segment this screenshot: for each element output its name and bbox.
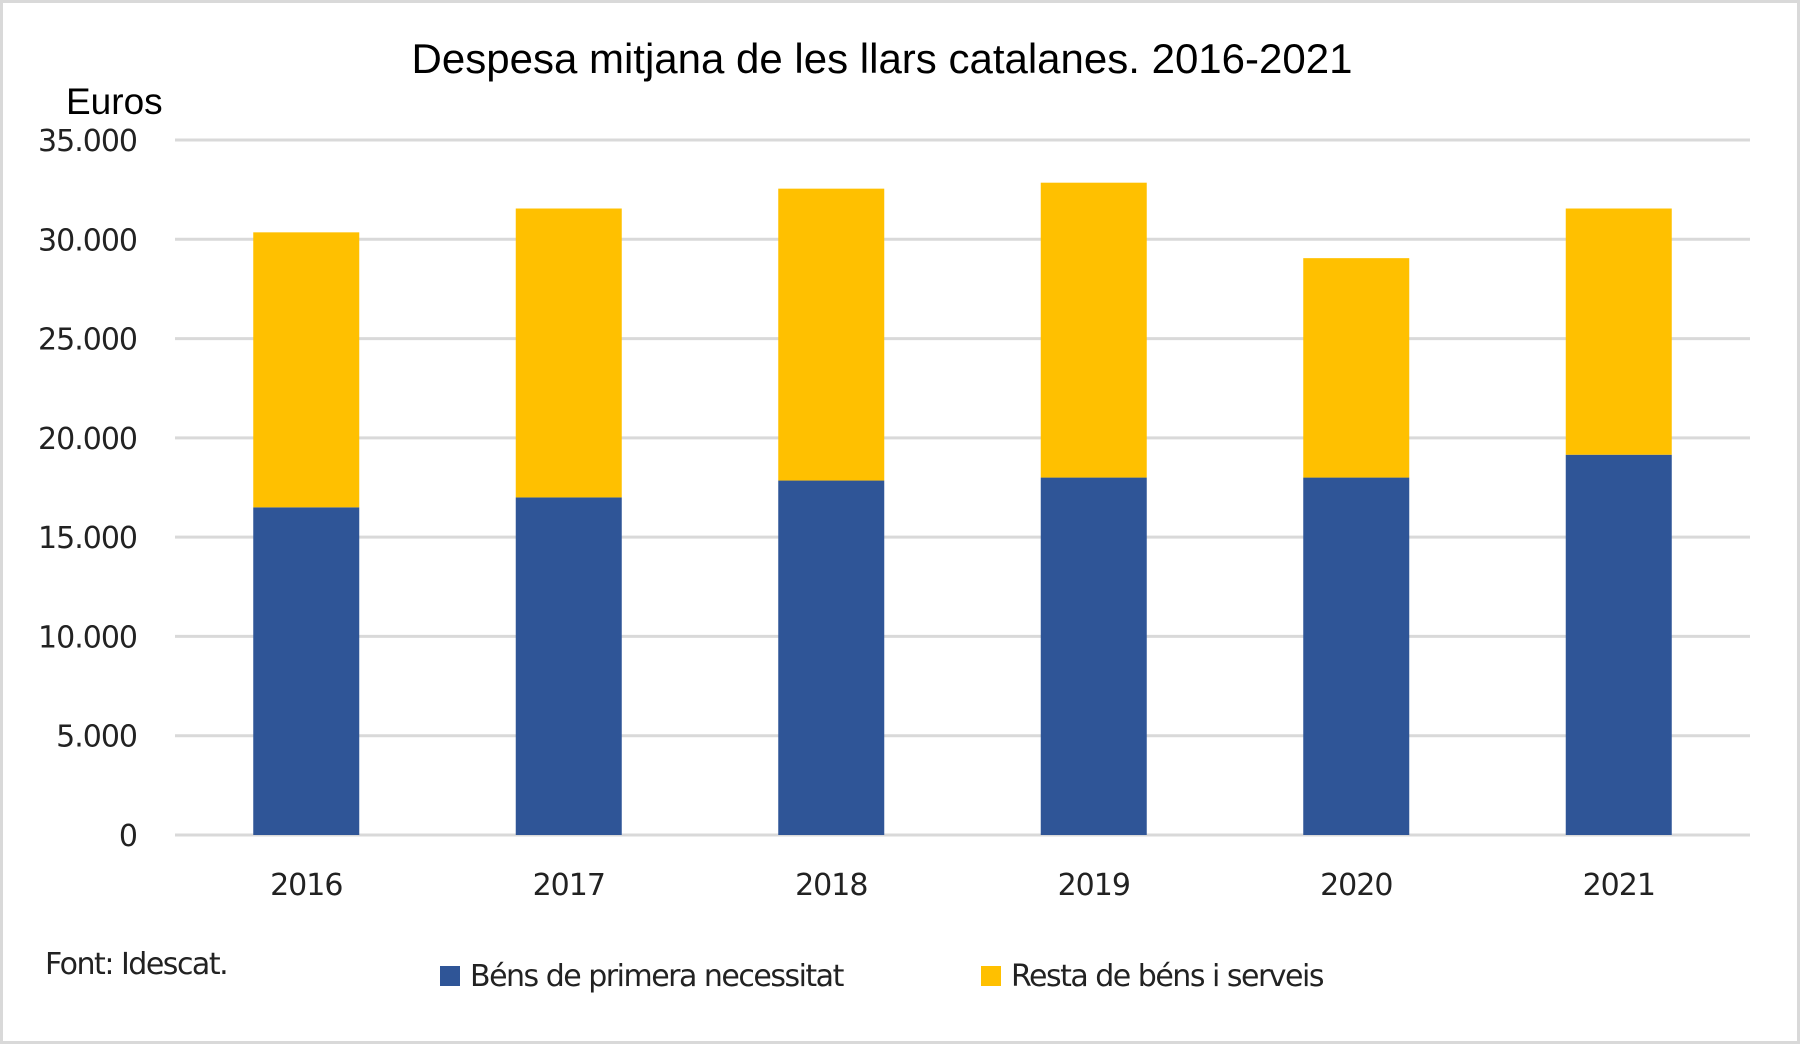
legend-item: Resta de béns i serveis [981, 959, 1325, 994]
x-tick-label: 2016 [270, 868, 342, 903]
gridlines [175, 138, 1750, 837]
legend-item: Béns de primera necessitat [440, 959, 846, 994]
bar-segment-resta-bens-serveis-2018 [778, 188, 885, 481]
bar-segment-bens-primera-necessitat-2017 [515, 497, 622, 835]
x-tick-label: 2017 [533, 868, 605, 903]
y-tick-label: 15.000 [38, 521, 137, 556]
x-tick-label: 2018 [795, 868, 867, 903]
bar-segment-bens-primera-necessitat-2021 [1565, 454, 1672, 835]
bar-segment-bens-primera-necessitat-2019 [1040, 477, 1147, 835]
source-note: Font: Idescat. [45, 947, 227, 982]
y-tick-label: 20.000 [38, 422, 137, 457]
y-axis-ticks: 0 5.000 10.000 15.000 20.000 25.000 30.000 35.0… [38, 124, 138, 854]
y-tick-label: 5.000 [56, 720, 137, 755]
x-axis-ticks: 2016 2017 2018 2019 2020 2021 [270, 868, 1656, 903]
legend: Béns de primera necessitat Resta de béns … [440, 959, 1325, 994]
bar-segment-bens-primera-necessitat-2020 [1303, 477, 1410, 835]
legend-label: Resta de béns i serveis [1011, 959, 1324, 994]
legend-swatch [981, 966, 1001, 986]
y-axis-label: Euros [66, 81, 163, 122]
bar-segment-resta-bens-serveis-2021 [1565, 208, 1672, 455]
legend-label: Béns de primera necessitat [470, 959, 845, 994]
bar-segment-resta-bens-serveis-2016 [253, 232, 360, 508]
x-tick-label: 2019 [1058, 868, 1130, 903]
bar-segment-resta-bens-serveis-2017 [515, 208, 622, 498]
x-tick-label: 2020 [1320, 868, 1392, 903]
y-tick-label: 35.000 [38, 124, 137, 159]
bar-segment-bens-primera-necessitat-2016 [253, 507, 360, 835]
chart-title: Despesa mitjana de les llars catalanes. … [412, 35, 1353, 82]
bar-segment-bens-primera-necessitat-2018 [778, 480, 885, 835]
x-tick-label: 2021 [1583, 868, 1655, 903]
y-tick-label: 30.000 [38, 223, 137, 258]
bars [253, 182, 1672, 835]
bar-segment-resta-bens-serveis-2020 [1303, 258, 1410, 478]
y-tick-label: 0 [119, 819, 137, 854]
bar-segment-resta-bens-serveis-2019 [1040, 182, 1147, 478]
legend-swatch [440, 966, 460, 986]
y-tick-label: 25.000 [38, 323, 137, 358]
y-tick-label: 10.000 [38, 620, 137, 655]
